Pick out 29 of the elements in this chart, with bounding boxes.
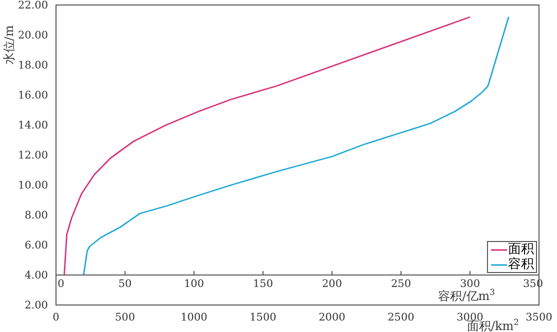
x-tick-label: 3500 bbox=[526, 311, 552, 324]
x2-tick-label: 0 bbox=[58, 278, 64, 290]
x-tick-label: 2000 bbox=[318, 311, 346, 324]
x-tick-label: 1000 bbox=[180, 311, 208, 324]
x2-tick-label: 50 bbox=[118, 278, 132, 290]
x-tick-label: 500 bbox=[114, 311, 136, 324]
legend-label: 容积 bbox=[508, 257, 534, 272]
y-tick-label: 16.00 bbox=[18, 90, 48, 102]
x2-tick-label: 250 bbox=[390, 278, 412, 290]
y-tick-label: 8.00 bbox=[24, 210, 48, 222]
y-tick-label: 14.00 bbox=[18, 120, 48, 132]
x2-tick-label: 200 bbox=[322, 278, 342, 290]
x-tick-label: 2500 bbox=[388, 311, 414, 324]
y-tick-label: 2.00 bbox=[24, 300, 48, 312]
y-tick-label: 4.00 bbox=[24, 270, 48, 282]
legend-label: 面积 bbox=[508, 242, 534, 257]
y-tick-label: 12.00 bbox=[18, 150, 48, 162]
y-tick-label: 22.00 bbox=[18, 0, 48, 12]
y-tick-label: 18.00 bbox=[18, 60, 48, 72]
x2-axis-title: 容积/亿m$^{3}$ bbox=[438, 287, 495, 303]
x-tick-label: 1500 bbox=[250, 311, 276, 324]
y-axis-title: 水位/m bbox=[2, 24, 16, 65]
x2-tick-label: 150 bbox=[252, 278, 274, 290]
x2-tick-label: 100 bbox=[184, 278, 204, 290]
y-tick-label: 20.00 bbox=[18, 30, 48, 42]
x-tick-label: 0 bbox=[52, 311, 60, 324]
y-tick-label: 10.00 bbox=[18, 180, 48, 192]
x2-tick-label: 300 bbox=[460, 278, 480, 290]
y-tick-label: 6.00 bbox=[24, 240, 48, 252]
